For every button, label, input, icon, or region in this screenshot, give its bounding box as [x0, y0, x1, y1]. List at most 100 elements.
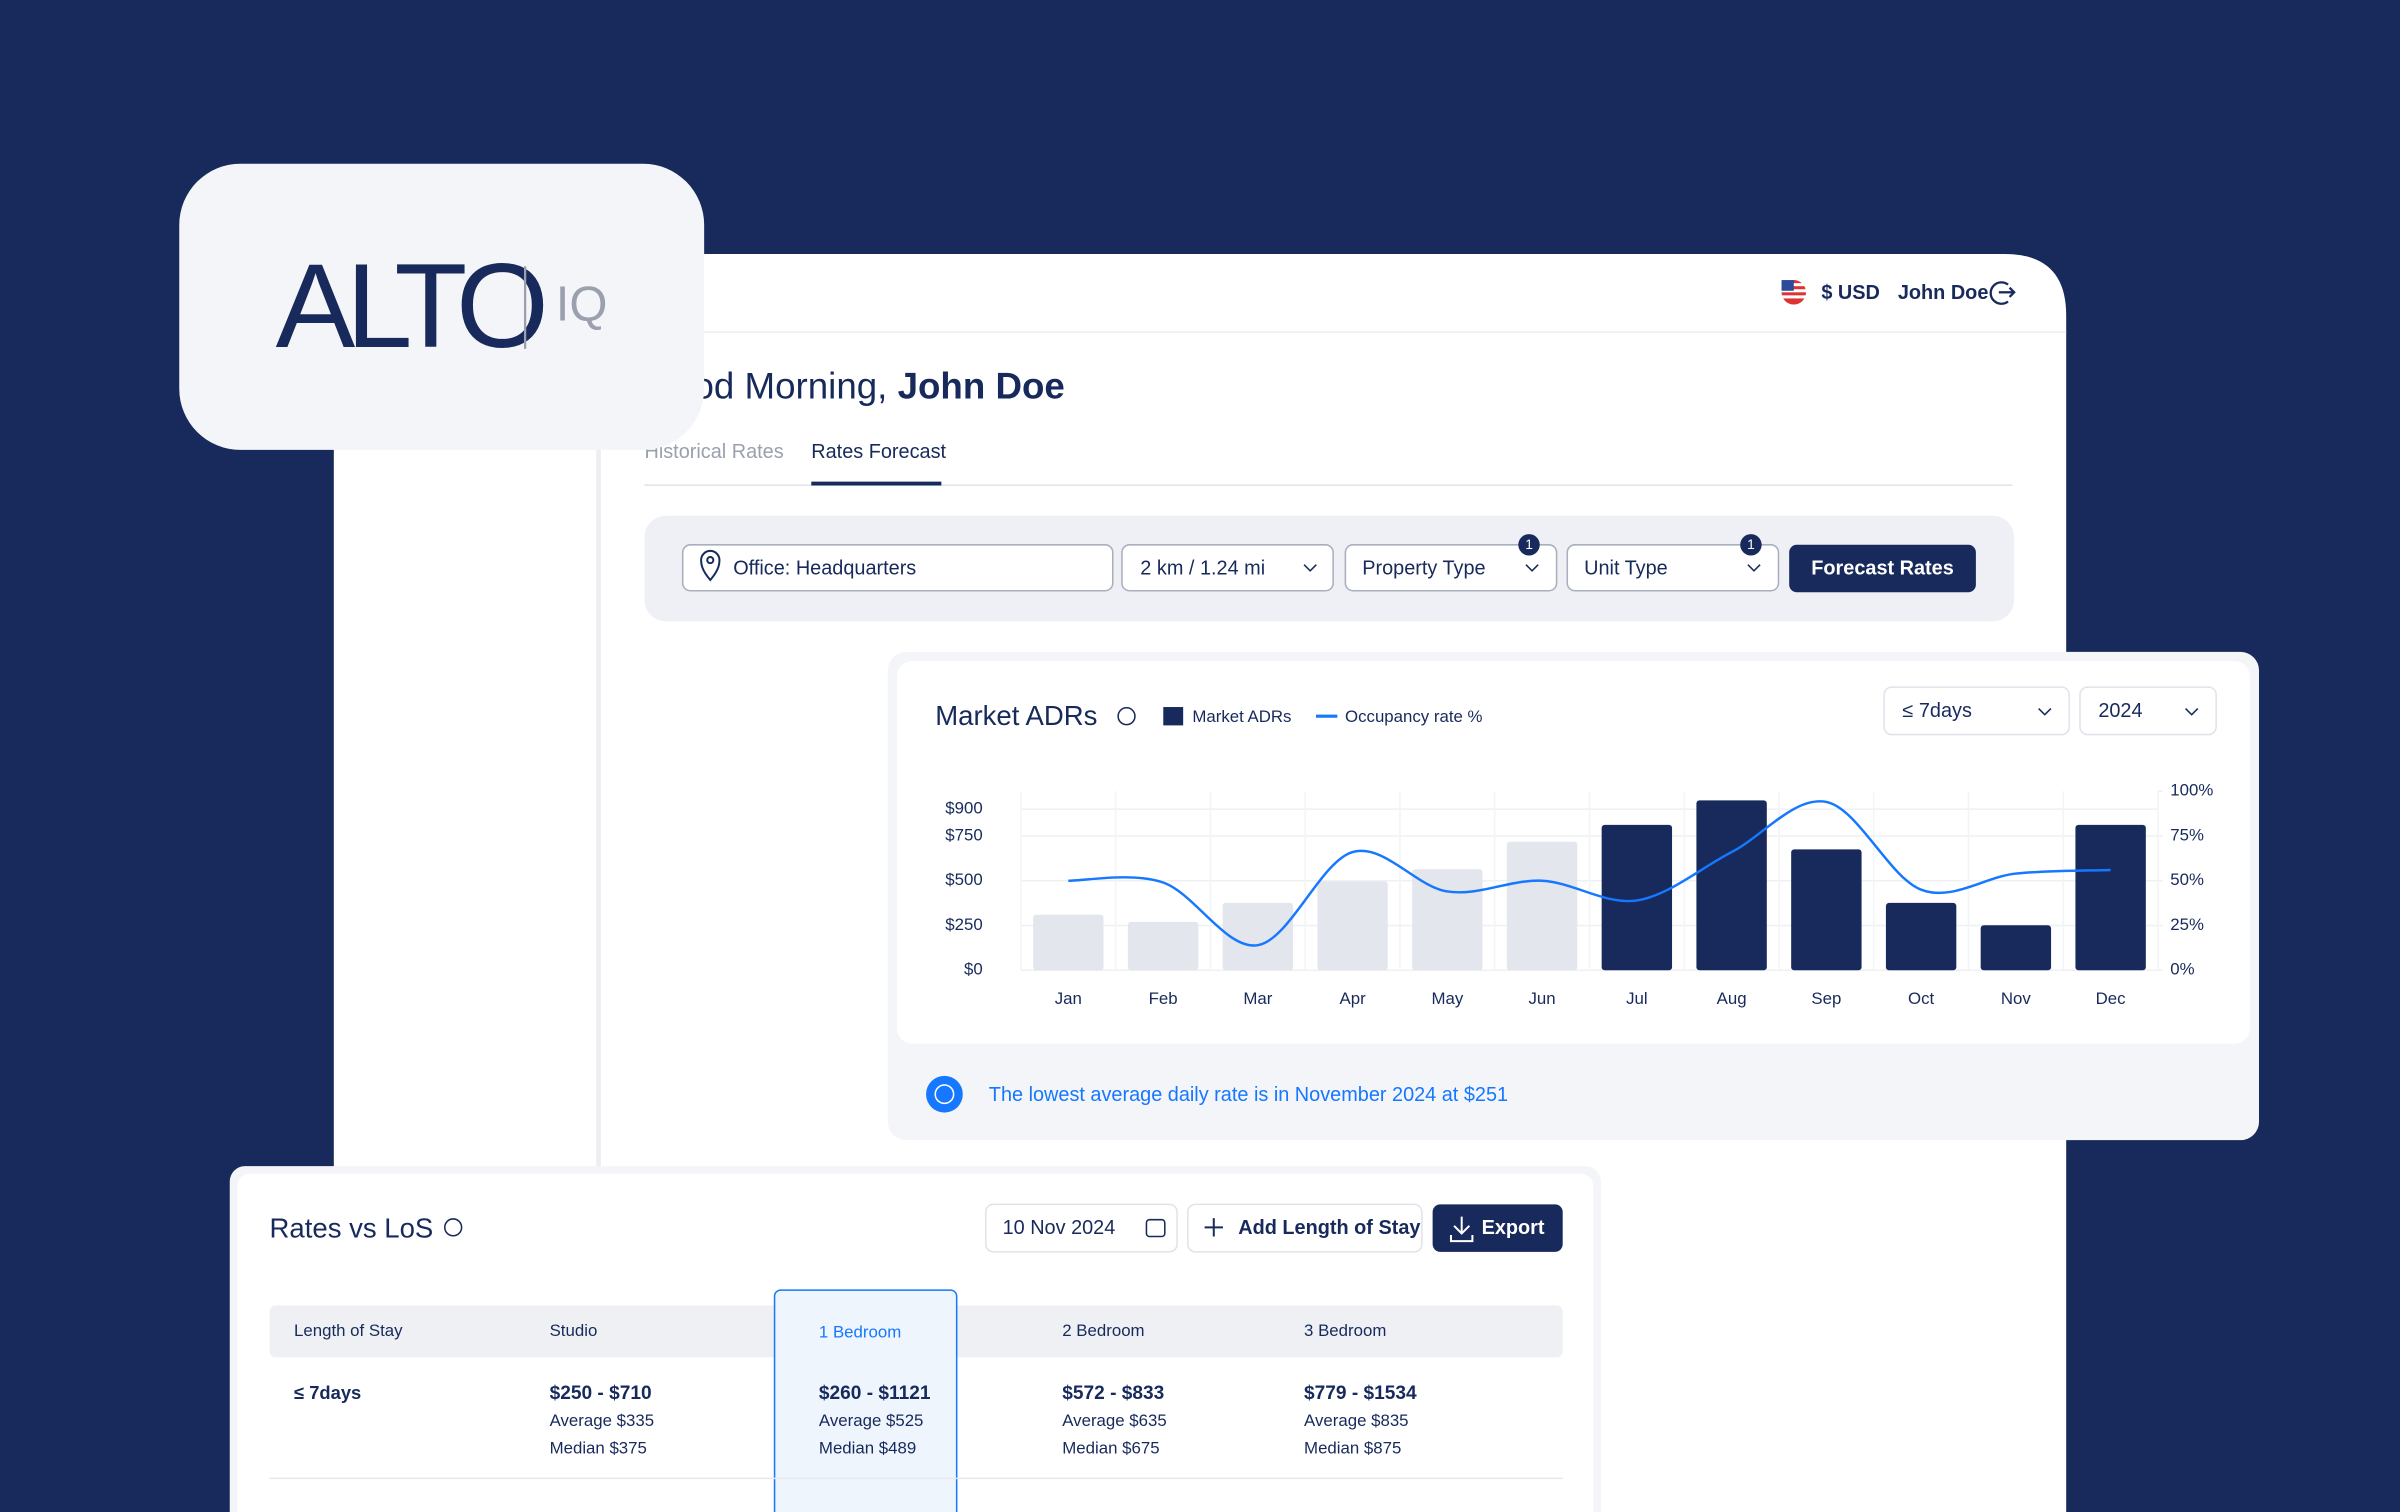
- legend-label: Market ADRs: [1192, 707, 1291, 726]
- highlight-column: [773, 1289, 958, 1512]
- chart-title: Market ADRs: [935, 700, 1097, 731]
- x-tick-label: Mar: [1243, 989, 1272, 1008]
- y2-tick-label: 50%: [2170, 870, 2204, 889]
- x-tick-label: Jun: [1529, 989, 1556, 1008]
- rate-stat: Median $875: [1304, 1439, 1401, 1458]
- chevron: [1747, 564, 1761, 572]
- info-icon: [926, 1075, 963, 1113]
- office-input[interactable]: [681, 544, 1114, 592]
- bar: [1033, 914, 1104, 971]
- rate-stat: Average $525: [819, 1411, 924, 1430]
- download-icon: [1449, 1216, 1474, 1243]
- tab-active[interactable]: Rates Forecast: [811, 441, 946, 463]
- property-text: Property Type: [1362, 558, 1485, 580]
- x-tick-label: Sep: [1811, 989, 1841, 1008]
- pin-icon: [700, 549, 721, 582]
- add-stay-button[interactable]: [1186, 1203, 1423, 1253]
- rate-stat: Median $675: [1062, 1439, 1159, 1458]
- calendar-icon: [1145, 1218, 1166, 1238]
- rate-range: $250 - $710: [550, 1383, 652, 1404]
- chevron: [1303, 564, 1317, 572]
- chevron: [2038, 708, 2052, 716]
- badge-count: 1: [1525, 537, 1533, 552]
- bar: [1412, 869, 1483, 971]
- unit-select[interactable]: [1566, 544, 1780, 592]
- unit-text: Unit Type: [1584, 558, 1668, 580]
- x-tick-label: Oct: [1908, 989, 1935, 1008]
- currency[interactable]: $ USD: [1821, 282, 1880, 304]
- legend-swatch: [1163, 707, 1184, 726]
- column-header: 1 Bedroom: [819, 1322, 901, 1341]
- column-header: Studio: [550, 1321, 598, 1340]
- rate-range: $572 - $833: [1062, 1383, 1164, 1404]
- date-text: 10 Nov 2024: [1003, 1217, 1116, 1239]
- radius-text: 2 km / 1.24 mi: [1140, 558, 1265, 580]
- column-header: 2 Bedroom: [1062, 1321, 1144, 1340]
- x-tick-label: Nov: [2001, 989, 2032, 1008]
- x-tick-label: Apr: [1339, 989, 1366, 1008]
- export-button[interactable]: [1432, 1204, 1563, 1252]
- rate-stat: Average $335: [550, 1411, 655, 1430]
- table-title: Rates vs LoS: [270, 1213, 434, 1244]
- x-tick-label: Feb: [1149, 989, 1178, 1008]
- bar: [1222, 902, 1294, 971]
- add-stay-label: Add Length of Stay: [1238, 1217, 1420, 1239]
- chevron: [1525, 564, 1539, 572]
- office-text: Office: Headquarters: [733, 558, 916, 580]
- greeting-name: John Doe: [898, 365, 1065, 406]
- forecast-button-label: Forecast Rates: [1811, 558, 1954, 580]
- property-select[interactable]: [1344, 544, 1558, 592]
- radius-select[interactable]: [1121, 544, 1334, 592]
- date-input[interactable]: [984, 1203, 1178, 1253]
- x-tick-label: Jan: [1055, 989, 1082, 1008]
- table: Length of Stay Studio 1 Bedroom 2 Bedroom 3 …: [294, 1321, 1417, 1458]
- y-tick-label: $0: [964, 960, 983, 979]
- x-tick-label: Aug: [1717, 989, 1747, 1008]
- row-label: ≤ 7days: [294, 1382, 361, 1403]
- y-tick-label: $500: [945, 870, 982, 889]
- rate-range: $779 - $1534: [1304, 1383, 1417, 1404]
- plot: $0 $250 $500 $750 $900 0% 25% 50% 75% 100% Jan Feb M…: [945, 707, 2213, 1008]
- bar: [1317, 881, 1388, 971]
- y-tick-label: $900: [945, 799, 982, 818]
- logo: ALTO: [276, 240, 544, 373]
- period-text: ≤ 7days: [1902, 700, 1972, 722]
- flag-icon: [1781, 280, 1807, 305]
- badge-count: 1: [1747, 537, 1755, 552]
- user-name[interactable]: John Doe: [1898, 282, 1989, 304]
- rate-stat: Median $375: [550, 1439, 647, 1458]
- x-tick-label: Dec: [2096, 989, 2126, 1008]
- year-select[interactable]: [2079, 686, 2217, 736]
- rate-stat: Average $835: [1304, 1411, 1409, 1430]
- bar: [2075, 824, 2146, 971]
- greeting: Good Morning, John Doe: [644, 365, 1064, 406]
- export-label: Export: [1482, 1217, 1545, 1239]
- legend-label: Occupancy rate %: [1345, 707, 1483, 726]
- column-header: Length of Stay: [294, 1321, 403, 1340]
- logo-card: [179, 163, 705, 450]
- y2-tick-label: 75%: [2170, 825, 2204, 844]
- bar: [1791, 849, 1862, 971]
- forecast-button[interactable]: [1789, 544, 1976, 593]
- bar: [1127, 921, 1199, 971]
- help-icon[interactable]: [443, 1218, 463, 1237]
- y-tick-label: $250: [945, 915, 982, 934]
- bar: [1696, 800, 1767, 971]
- bar: [1885, 902, 1957, 971]
- rate-stat: Median $489: [819, 1439, 916, 1458]
- badge: [1518, 534, 1540, 556]
- help-icon[interactable]: [1117, 707, 1136, 726]
- logout-icon[interactable]: [1989, 281, 2016, 305]
- bar: [1601, 824, 1673, 971]
- rate-range: $260 - $1121: [819, 1383, 931, 1404]
- y2-tick-label: 25%: [2170, 915, 2204, 934]
- bar: [1506, 841, 1578, 971]
- column-header: 3 Bedroom: [1304, 1321, 1386, 1340]
- chevron: [2185, 708, 2199, 716]
- bar: [1980, 925, 2052, 971]
- period-select[interactable]: [1883, 686, 2071, 736]
- y2-tick-label: 100%: [2170, 781, 2213, 800]
- y-tick-label: $750: [945, 825, 982, 844]
- tab[interactable]: Historical Rates: [644, 441, 783, 463]
